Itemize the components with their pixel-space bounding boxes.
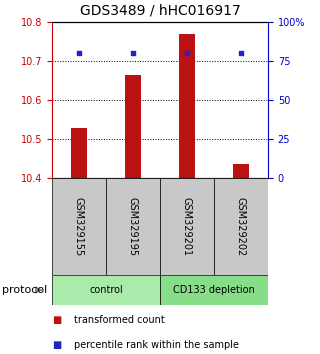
Text: protocol: protocol: [2, 285, 47, 295]
Text: GDS3489 / hHC016917: GDS3489 / hHC016917: [80, 3, 240, 17]
Text: GSM329201: GSM329201: [182, 197, 192, 256]
Text: GSM329202: GSM329202: [236, 197, 246, 256]
Text: control: control: [89, 285, 123, 295]
Text: CD133 depletion: CD133 depletion: [173, 285, 255, 295]
Point: [76, 50, 82, 56]
Bar: [125, 75, 141, 178]
Text: ■: ■: [52, 315, 61, 325]
Bar: [52, 275, 160, 305]
Bar: [160, 178, 214, 275]
Bar: [214, 178, 268, 275]
Bar: [233, 164, 249, 178]
Text: ■: ■: [52, 340, 61, 350]
Point: [131, 50, 136, 56]
Text: transformed count: transformed count: [75, 315, 165, 325]
Bar: [106, 178, 160, 275]
Bar: [52, 178, 106, 275]
Bar: [71, 128, 87, 178]
Text: percentile rank within the sample: percentile rank within the sample: [75, 340, 239, 350]
Point: [238, 50, 244, 56]
Text: GSM329155: GSM329155: [74, 197, 84, 256]
Bar: [160, 275, 268, 305]
Point: [184, 50, 189, 56]
Bar: [179, 34, 195, 178]
Text: GSM329195: GSM329195: [128, 197, 138, 256]
